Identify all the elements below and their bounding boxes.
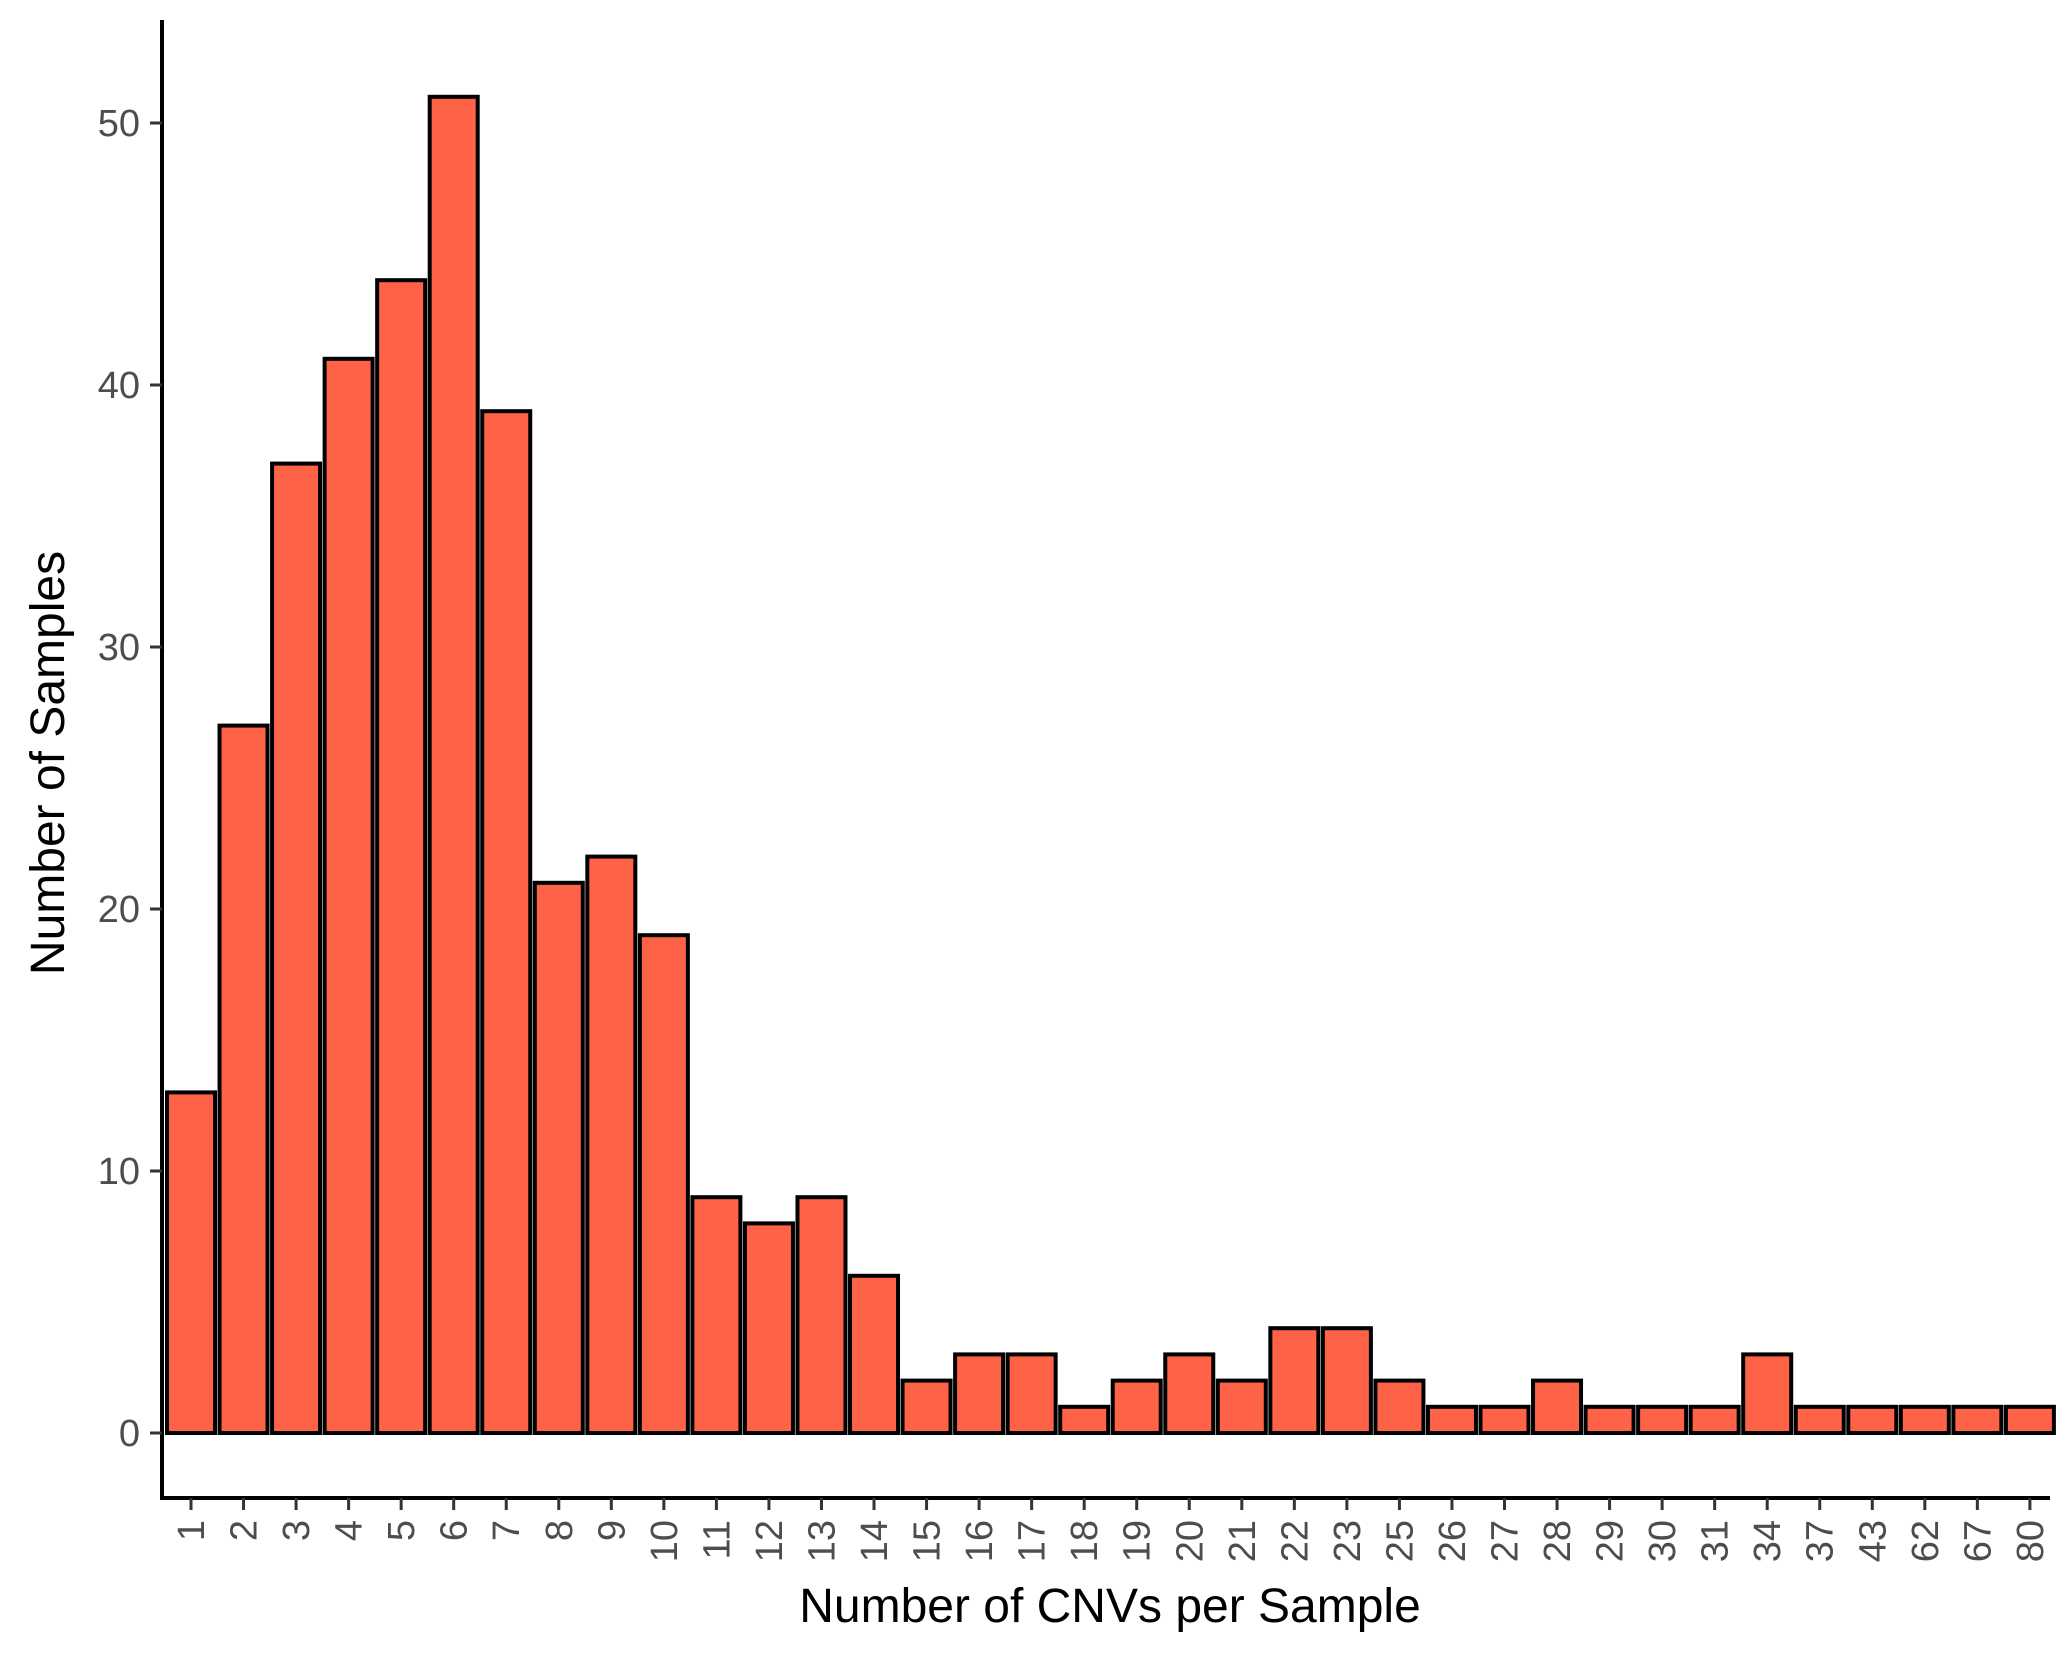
x-tick-label: 13 bbox=[801, 1520, 843, 1562]
bar-5 bbox=[375, 278, 428, 1436]
bar-67 bbox=[1951, 1404, 2004, 1436]
bars-group bbox=[165, 94, 2056, 1436]
x-tick-label: 3 bbox=[276, 1520, 318, 1541]
bar-3 bbox=[270, 461, 323, 1436]
y-tick-label: 0 bbox=[119, 1413, 140, 1455]
x-tick-label: 29 bbox=[1590, 1520, 1632, 1562]
x-tick-label: 17 bbox=[1012, 1520, 1054, 1562]
x-tick-label: 80 bbox=[2010, 1520, 2052, 1562]
bar-8 bbox=[532, 880, 585, 1435]
x-tick-label: 26 bbox=[1432, 1520, 1474, 1562]
x-tick-label: 22 bbox=[1274, 1520, 1316, 1562]
x-tick-label: 23 bbox=[1327, 1520, 1369, 1562]
y-tick-label: 10 bbox=[98, 1151, 140, 1193]
bar-1 bbox=[165, 1090, 217, 1436]
bar-17 bbox=[1005, 1352, 1058, 1436]
bar-29 bbox=[1583, 1404, 1636, 1436]
bar-34 bbox=[1741, 1352, 1794, 1436]
x-tick-label: 10 bbox=[644, 1520, 686, 1562]
bar-10 bbox=[637, 933, 690, 1435]
x-axis-ticks: 1 2 3 4 5 6 7 8 9 10 11 12 13 14 15 16 17 18 19 20 21 22 23 25 2… bbox=[171, 1498, 2052, 1562]
x-tick-label: 28 bbox=[1537, 1520, 1579, 1562]
x-tick-label: 15 bbox=[907, 1520, 949, 1562]
bar-16 bbox=[953, 1352, 1006, 1436]
y-tick-label: 30 bbox=[98, 627, 140, 669]
x-tick-label: 43 bbox=[1852, 1520, 1894, 1562]
x-tick-label: 6 bbox=[434, 1520, 476, 1541]
x-tick-label: 4 bbox=[329, 1520, 371, 1541]
x-tick-label: 31 bbox=[1695, 1520, 1737, 1562]
bar-2 bbox=[217, 723, 270, 1435]
x-tick-label: 18 bbox=[1064, 1520, 1106, 1562]
x-tick-label: 2 bbox=[224, 1520, 266, 1541]
bar-6 bbox=[427, 94, 480, 1435]
x-tick-label: 5 bbox=[381, 1520, 423, 1541]
x-tick-label: 11 bbox=[696, 1520, 738, 1559]
x-tick-label: 37 bbox=[1800, 1520, 1842, 1562]
bar-18 bbox=[1058, 1404, 1111, 1436]
bar-21 bbox=[1215, 1378, 1268, 1435]
x-axis-title: Number of CNVs per Sample bbox=[799, 1580, 1421, 1633]
bar-31 bbox=[1688, 1404, 1741, 1436]
x-tick-label: 19 bbox=[1117, 1520, 1159, 1562]
bar-15 bbox=[900, 1378, 953, 1435]
bar-14 bbox=[848, 1273, 901, 1436]
y-tick-label: 20 bbox=[98, 889, 140, 931]
x-tick-label: 16 bbox=[959, 1520, 1001, 1562]
bar-28 bbox=[1531, 1378, 1584, 1435]
y-tick-label: 40 bbox=[98, 365, 140, 407]
x-tick-label: 25 bbox=[1379, 1520, 1421, 1562]
bar-80 bbox=[2003, 1404, 2056, 1436]
bar-13 bbox=[795, 1195, 848, 1435]
x-tick-label: 20 bbox=[1169, 1520, 1211, 1562]
x-tick-label: 34 bbox=[1747, 1520, 1789, 1562]
y-axis-title: Number of Samples bbox=[22, 551, 75, 975]
x-tick-label: 8 bbox=[539, 1520, 581, 1541]
bar-62 bbox=[1898, 1404, 1951, 1436]
x-tick-label: 1 bbox=[171, 1520, 213, 1541]
bar-25 bbox=[1373, 1378, 1426, 1435]
bar-20 bbox=[1163, 1352, 1216, 1436]
x-tick-label: 7 bbox=[486, 1520, 528, 1541]
bar-4 bbox=[322, 356, 375, 1435]
x-tick-label: 21 bbox=[1222, 1520, 1264, 1562]
bar-7 bbox=[480, 409, 533, 1435]
bar-9 bbox=[585, 854, 638, 1435]
bar-30 bbox=[1636, 1404, 1689, 1436]
y-axis-ticks: 0 10 20 30 40 50 bbox=[98, 103, 162, 1455]
x-tick-label: 12 bbox=[749, 1520, 791, 1562]
x-tick-label: 67 bbox=[1957, 1520, 1999, 1562]
bar-11 bbox=[690, 1195, 743, 1435]
x-tick-label: 9 bbox=[591, 1520, 633, 1541]
bar-23 bbox=[1320, 1326, 1373, 1435]
bar-27 bbox=[1478, 1404, 1531, 1436]
bar-19 bbox=[1110, 1378, 1163, 1435]
x-tick-label: 27 bbox=[1485, 1520, 1527, 1562]
bar-26 bbox=[1425, 1404, 1478, 1436]
y-tick-label: 50 bbox=[98, 103, 140, 145]
bar-22 bbox=[1268, 1326, 1321, 1435]
x-tick-label: 62 bbox=[1905, 1520, 1947, 1562]
x-tick-label: 30 bbox=[1642, 1520, 1684, 1562]
x-tick-label: 14 bbox=[854, 1520, 896, 1562]
bar-37 bbox=[1793, 1404, 1846, 1436]
bar-43 bbox=[1846, 1404, 1899, 1436]
bar-12 bbox=[742, 1221, 795, 1436]
